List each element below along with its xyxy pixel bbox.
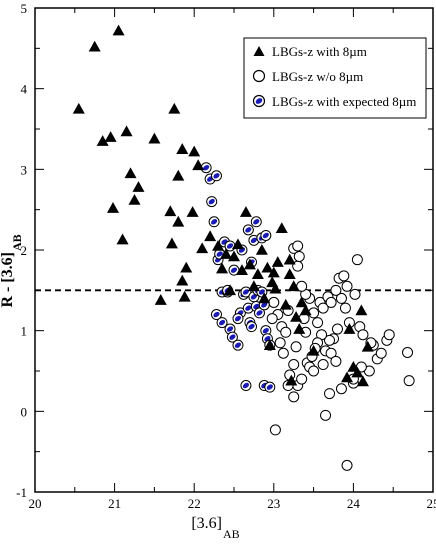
data-point-triangle — [176, 275, 188, 286]
data-point-open-circle — [297, 374, 307, 384]
y-tick-label: 4 — [21, 82, 28, 97]
y-tick-label: 1 — [21, 324, 28, 339]
data-point-open-circle — [318, 360, 328, 370]
data-point-triangle — [252, 268, 264, 279]
data-point-open-circle — [289, 360, 299, 370]
data-point-open-circle — [270, 425, 280, 435]
x-tick-label: 22 — [188, 496, 201, 511]
x-tick-label: 21 — [108, 496, 121, 511]
data-point-triangle — [148, 133, 160, 144]
data-point-open-circle — [293, 241, 303, 251]
x-tick-label: 24 — [347, 496, 361, 511]
x-tick-label: 23 — [267, 496, 280, 511]
data-point-triangle — [256, 244, 268, 255]
data-point-open-circle — [269, 297, 279, 307]
data-point-open-circle — [336, 384, 346, 394]
x-axis-label-subscript: AB — [223, 527, 240, 541]
data-point-open-circle — [278, 348, 288, 358]
data-point-triangle — [121, 125, 133, 136]
data-point-open-circle — [281, 327, 291, 337]
legend-marker-open-circle — [254, 71, 265, 82]
data-point-open-circle — [275, 338, 285, 348]
data-point-open-circle — [326, 297, 336, 307]
data-point-open-circle — [342, 460, 352, 470]
data-point-open-circle — [289, 392, 299, 402]
data-point-open-circle — [350, 289, 360, 299]
data-point-triangle — [166, 238, 178, 249]
data-point-triangle — [164, 205, 176, 216]
data-point-triangle — [168, 103, 180, 114]
data-point-open-circle — [291, 342, 301, 352]
data-point-triangle — [204, 230, 216, 241]
data-point-open-circle — [376, 348, 386, 358]
data-point-open-circle — [267, 314, 277, 324]
data-point-open-circle — [321, 410, 331, 420]
legend-label-expected-8um: LBGs-z with expected 8µm — [272, 94, 416, 109]
data-point-triangle — [280, 299, 292, 310]
data-point-triangle — [125, 167, 137, 178]
data-point-triangle — [188, 146, 200, 157]
data-point-triangle — [129, 194, 141, 205]
data-point-triangle — [180, 262, 192, 273]
data-point-triangle — [107, 202, 119, 213]
y-tick-label: 0 — [21, 404, 28, 419]
data-point-triangle — [117, 234, 129, 245]
legend: LBGs-z with 8µm LBGs-z w/o 8µm LBGs-z wi… — [244, 38, 426, 118]
data-point-open-circle — [309, 366, 319, 376]
data-point-triangle — [176, 143, 188, 154]
data-point-triangle — [89, 41, 101, 52]
data-point-open-circle — [340, 303, 350, 313]
data-point-triangle — [155, 294, 167, 305]
data-point-triangle — [272, 256, 284, 267]
data-point-open-circle — [352, 255, 362, 265]
data-point-open-circle — [331, 285, 341, 295]
data-point-triangle — [240, 206, 252, 217]
data-point-open-circle — [403, 347, 413, 357]
data-point-triangle — [355, 305, 367, 316]
data-point-open-circle — [358, 330, 368, 340]
data-point-triangle — [113, 25, 125, 36]
x-tick-label: 20 — [29, 496, 42, 511]
data-point-open-circle — [332, 324, 342, 334]
data-point-open-circle — [342, 281, 352, 291]
y-axis-label-subscript: AB — [10, 234, 24, 251]
data-point-triangle — [105, 131, 117, 142]
data-point-open-circle — [313, 318, 323, 328]
data-point-triangle — [73, 103, 85, 114]
data-point-triangle — [196, 242, 208, 253]
data-point-open-circle — [294, 251, 304, 261]
legend-item-expected-8um: LBGs-z with expected 8µm — [254, 94, 417, 109]
data-point-open-circle — [331, 356, 341, 366]
data-point-triangle — [276, 222, 288, 233]
data-point-triangle — [172, 170, 184, 181]
x-tick-label: 25 — [427, 496, 436, 511]
y-tick-label: -1 — [16, 485, 27, 500]
data-point-open-circle — [339, 271, 349, 281]
y-tick-label: 3 — [21, 162, 28, 177]
y-axis-label-group: R - [3.6] AB — [0, 234, 24, 307]
y-axis-label: R - [3.6] — [0, 252, 16, 308]
data-point-open-circle — [404, 376, 414, 386]
legend-label-without-8um: LBGs-z w/o 8µm — [272, 69, 363, 84]
legend-label-with-8um: LBGs-z with 8µm — [272, 44, 367, 59]
x-axis-label: [3.6] — [191, 515, 222, 532]
data-point-triangle — [187, 206, 199, 217]
data-point-triangle — [132, 181, 144, 192]
data-point-open-circle — [325, 389, 335, 399]
y-tick-label: 5 — [21, 1, 28, 16]
data-point-triangle — [172, 216, 184, 227]
data-point-triangle — [179, 291, 191, 302]
data-point-open-circle — [384, 330, 394, 340]
